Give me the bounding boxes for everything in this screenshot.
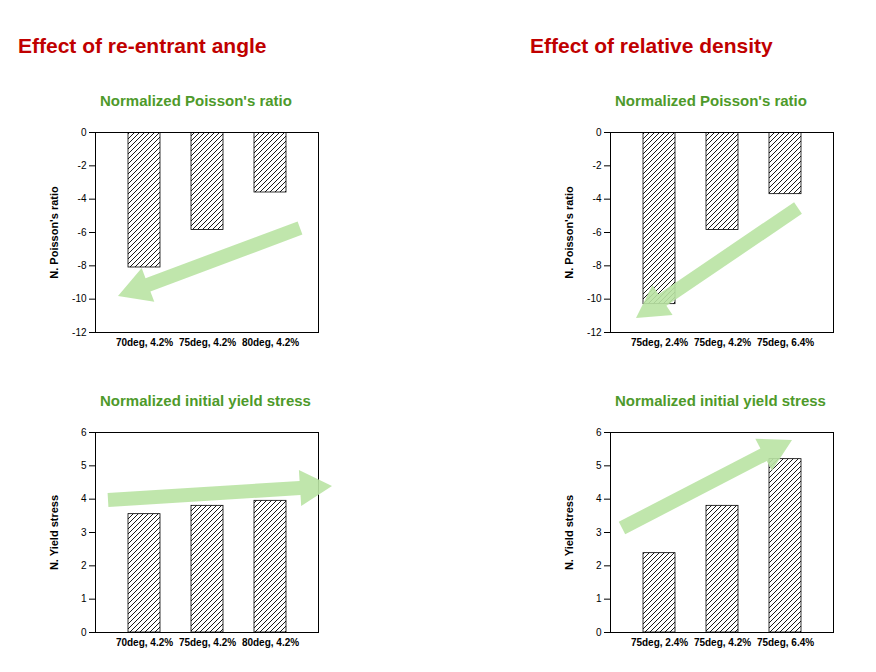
svg-text:0: 0 xyxy=(81,127,87,138)
svg-text:80deg, 4.2%: 80deg, 4.2% xyxy=(242,337,299,348)
svg-text:2: 2 xyxy=(596,560,602,571)
svg-text:-4: -4 xyxy=(593,193,602,204)
svg-text:3: 3 xyxy=(81,527,87,538)
svg-text:N. Yield stress: N. Yield stress xyxy=(563,495,575,570)
svg-text:5: 5 xyxy=(81,460,87,471)
svg-text:N. Poisson's ratio: N. Poisson's ratio xyxy=(48,186,60,279)
svg-text:75deg, 2.4%: 75deg, 2.4% xyxy=(631,637,688,648)
svg-text:75deg, 4.2%: 75deg, 4.2% xyxy=(694,637,751,648)
svg-text:-2: -2 xyxy=(78,160,87,171)
svg-text:-4: -4 xyxy=(78,193,87,204)
svg-text:0: 0 xyxy=(81,627,87,638)
html-text:Effect of relative density: Effect of relative density xyxy=(530,34,773,57)
svg-text:-12: -12 xyxy=(587,327,602,338)
svg-text:80deg, 4.2%: 80deg, 4.2% xyxy=(242,637,299,648)
html-text:Normalized initial yield stres: Normalized initial yield stress xyxy=(615,392,826,409)
svg-text:-10: -10 xyxy=(587,293,602,304)
svg-text:6: 6 xyxy=(596,427,602,438)
svg-text:1: 1 xyxy=(596,593,602,604)
svg-text:N. Poisson's ratio: N. Poisson's ratio xyxy=(563,186,575,279)
html-text:Normalized Poisson's ratio: Normalized Poisson's ratio xyxy=(100,92,292,109)
svg-text:1: 1 xyxy=(81,593,87,604)
svg-text:-12: -12 xyxy=(72,327,87,338)
svg-text:5: 5 xyxy=(596,460,602,471)
svg-text:-8: -8 xyxy=(593,260,602,271)
html-text:Normalized Poisson's ratio: Normalized Poisson's ratio xyxy=(615,92,807,109)
svg-text:70deg, 4.2%: 70deg, 4.2% xyxy=(116,337,173,348)
svg-text:75deg, 4.2%: 75deg, 4.2% xyxy=(179,637,236,648)
svg-text:N. Yield stress: N. Yield stress xyxy=(48,495,60,570)
svg-text:0: 0 xyxy=(596,127,602,138)
svg-text:0: 0 xyxy=(596,627,602,638)
svg-text:70deg, 4.2%: 70deg, 4.2% xyxy=(116,637,173,648)
html-text:Effect of re-entrant angle: Effect of re-entrant angle xyxy=(18,34,267,57)
svg-text:2: 2 xyxy=(81,560,87,571)
svg-text:-2: -2 xyxy=(593,160,602,171)
svg-text:6: 6 xyxy=(81,427,87,438)
svg-text:-10: -10 xyxy=(72,293,87,304)
svg-text:4: 4 xyxy=(596,493,602,504)
svg-text:-6: -6 xyxy=(593,227,602,238)
svg-text:-8: -8 xyxy=(78,260,87,271)
svg-text:75deg, 2.4%: 75deg, 2.4% xyxy=(631,337,688,348)
svg-text:4: 4 xyxy=(81,493,87,504)
svg-text:75deg, 4.2%: 75deg, 4.2% xyxy=(179,337,236,348)
html-text:Normalized initial yield stres: Normalized initial yield stress xyxy=(100,392,311,409)
svg-text:75deg, 6.4%: 75deg, 6.4% xyxy=(757,337,814,348)
svg-text:75deg, 4.2%: 75deg, 4.2% xyxy=(694,337,751,348)
svg-text:75deg, 6.4%: 75deg, 6.4% xyxy=(757,637,814,648)
svg-text:3: 3 xyxy=(596,527,602,538)
svg-text:-6: -6 xyxy=(78,227,87,238)
